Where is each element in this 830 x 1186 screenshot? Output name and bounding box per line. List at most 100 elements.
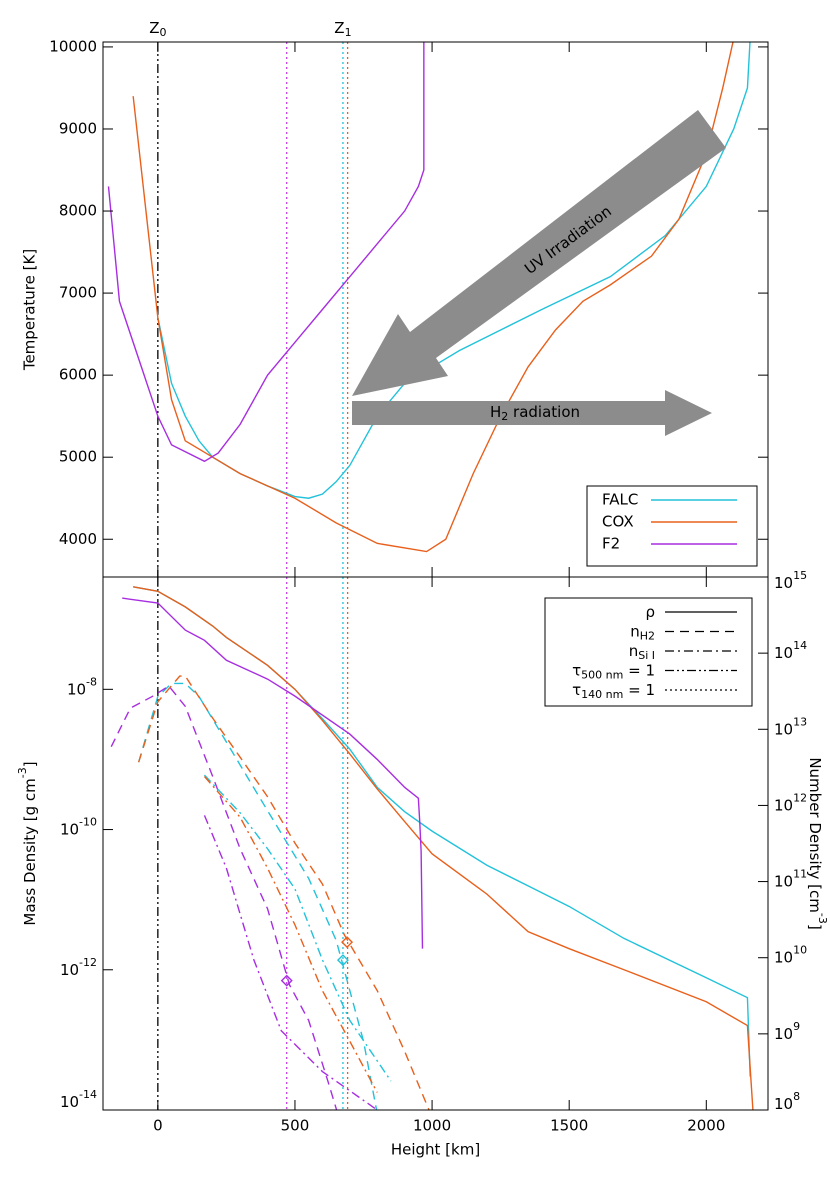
legend-label: nH2	[630, 622, 655, 643]
y2-tick-label-part: 10	[774, 1095, 793, 1113]
y-tick-label: 4000	[59, 530, 97, 548]
y-axis-label: Temperature [K]	[21, 249, 39, 371]
y-tick-label-part: -8	[86, 675, 97, 688]
y2-tick-label: 1013	[774, 715, 807, 738]
axes-frame	[102, 576, 769, 1111]
y-tick-label-part: -12	[79, 956, 97, 969]
y2-tick-label: 108	[774, 1090, 800, 1113]
y2-tick-label: 109	[774, 1020, 800, 1043]
y-tick-label-part: 10	[60, 1093, 79, 1111]
y-tick-label: 10-14	[60, 1088, 97, 1111]
diamond-marker	[280, 974, 293, 987]
legend-label: τ500 nm = 1	[572, 661, 655, 682]
x-tick-label: 500	[281, 1117, 310, 1135]
arrows	[352, 110, 726, 436]
y2-axis-label-part: ]	[807, 924, 825, 930]
data-line	[203, 815, 378, 1110]
y2-axis-label: Number Density [cm-3]	[807, 757, 830, 929]
annotation-part: radiation	[508, 403, 580, 421]
y2-tick-label-part: 10	[774, 872, 793, 890]
y-tick-label-part: -10	[79, 816, 97, 829]
annotation-part: H	[490, 403, 501, 421]
y2-tick-label-part: 13	[793, 715, 807, 728]
y2-tick-label-part: 10	[774, 720, 793, 738]
data-line	[122, 597, 424, 949]
legend-label-part: ρ	[645, 603, 655, 621]
y-axis-label: Mass Density [g cm-3]	[16, 761, 39, 925]
y2-tick-label-part: 9	[793, 1020, 800, 1033]
y2-tick-label: 1015	[774, 569, 807, 592]
height-marker-label-part: 1	[345, 26, 352, 39]
x-axis-label: Height [km]	[391, 1141, 480, 1159]
diamond-marker	[336, 954, 349, 967]
y-tick-label: 7000	[59, 284, 97, 302]
y2-axis-label-part: -3	[816, 913, 829, 924]
y2-tick-label-part: 14	[793, 639, 807, 652]
legend-label-part: = 1	[623, 661, 655, 679]
legend-label: COX	[602, 513, 634, 531]
data-line	[137, 682, 378, 1110]
y-tick-label: 8000	[59, 202, 97, 220]
plot-area	[110, 577, 754, 1110]
y-tick-label: 10000	[49, 37, 97, 55]
legend-label-part: τ	[572, 681, 581, 699]
y-axis-label-part: Mass Density [g cm	[21, 778, 39, 925]
y2-tick-label-part: 10	[793, 944, 807, 957]
data-line	[203, 776, 378, 1093]
x-tick-label: 1500	[550, 1117, 588, 1135]
y-tick-label: 9000	[59, 119, 97, 137]
y-tick-label: 6000	[59, 366, 97, 384]
y2-tick-label-part: 10	[774, 796, 793, 814]
data-line	[157, 42, 751, 499]
y2-tick-label-part: 11	[793, 868, 807, 881]
plot-area	[107, 42, 751, 577]
height-marker-label: Z1	[334, 19, 351, 40]
y-tick-label-part: 10	[67, 680, 86, 698]
annotation-part: 2	[501, 410, 508, 423]
y2-tick-label-part: 10	[774, 574, 793, 592]
y-axis-label-part: ]	[21, 761, 39, 767]
y2-tick-label-part: 10	[774, 1024, 793, 1042]
legend-label-part: 500 nm	[581, 669, 623, 682]
legend-label: F2	[602, 535, 620, 553]
y-tick-label-part: 10	[60, 960, 79, 978]
legend-label-part: 140 nm	[581, 688, 623, 701]
y-tick-label: 10-8	[67, 675, 97, 698]
x-tick-label: 1000	[413, 1117, 451, 1135]
data-line	[133, 586, 754, 1110]
uv-arrow	[352, 110, 726, 396]
y-tick-label-part: -14	[79, 1088, 97, 1101]
y-axis-label-part: -3	[16, 767, 29, 778]
legend-label-part: n	[629, 642, 639, 660]
legend-label: nSi I	[629, 642, 655, 663]
legend-label-part: n	[630, 622, 640, 640]
y2-tick-label-part: 12	[793, 791, 807, 804]
x-tick-label: 0	[153, 1117, 163, 1135]
legend-label: ρ	[645, 603, 655, 621]
legend-label-part: H2	[640, 630, 655, 643]
data-line	[203, 774, 392, 1082]
x-tick-label: 2000	[687, 1117, 725, 1135]
y-tick-label: 5000	[59, 448, 97, 466]
height-marker-label: Z0	[149, 19, 166, 40]
h2-arrow	[352, 390, 712, 436]
y2-axis-label-part: Number Density [cm	[807, 757, 825, 913]
y2-tick-label-part: 10	[774, 948, 793, 966]
y2-tick-label: 1011	[774, 868, 807, 891]
legend-label-part: = 1	[623, 681, 655, 699]
diamond-marker	[341, 936, 354, 949]
height-marker-label-part: Z	[334, 19, 344, 37]
y2-tick-label-part: 8	[793, 1090, 800, 1103]
data-line	[110, 685, 338, 1110]
height-marker-label-part: Z	[149, 19, 159, 37]
legend-label-part: Si I	[638, 649, 655, 662]
legend-label: FALC	[602, 491, 638, 509]
y-tick-label: 10-12	[60, 956, 97, 979]
legend-box	[544, 597, 753, 707]
data-line	[132, 42, 734, 553]
data-line	[137, 675, 430, 1110]
y-tick-label: 10-10	[60, 816, 97, 839]
legend-label-part: τ	[572, 661, 581, 679]
